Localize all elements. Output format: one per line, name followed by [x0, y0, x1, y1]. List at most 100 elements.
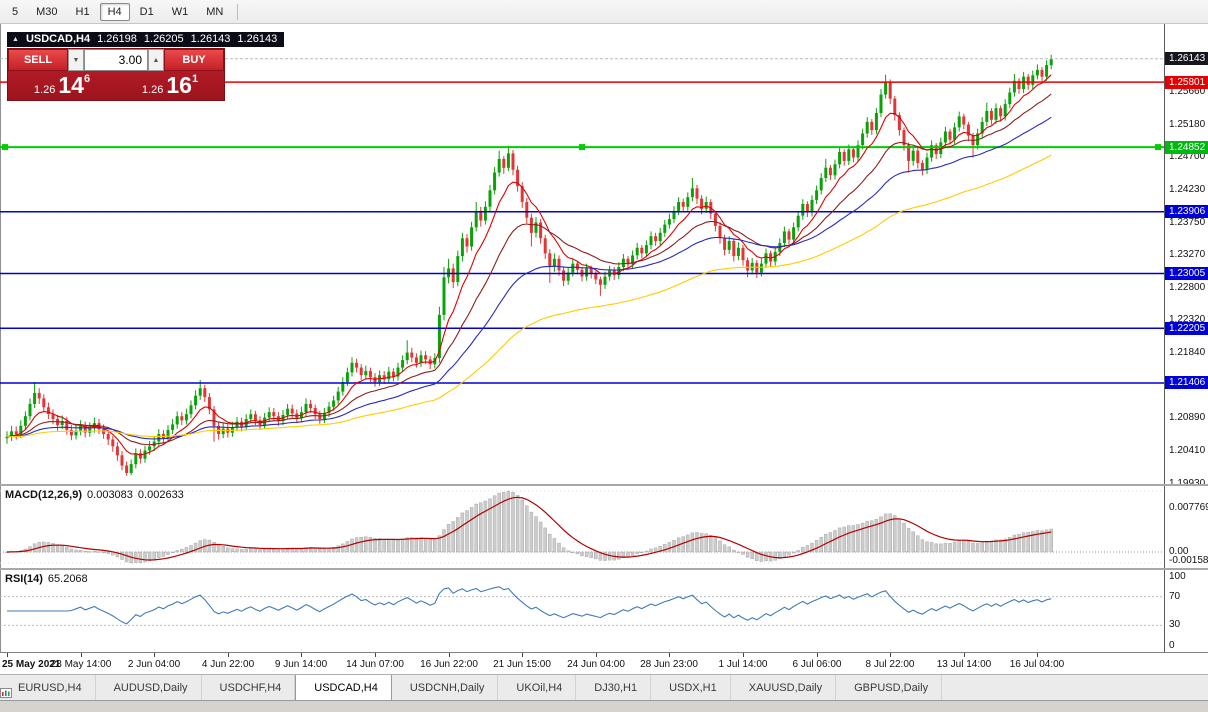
timeframe-toolbar: 5 M30 H1 H4 D1 W1 MN	[0, 0, 1208, 24]
tab-label: EURUSD,H4	[18, 681, 82, 694]
price-tick: 1.21840	[1169, 347, 1206, 358]
time-tick	[7, 653, 8, 657]
time-tick	[669, 653, 670, 657]
time-label: 4 Jun 22:00	[201, 659, 255, 670]
chart-marker-icon: ▲	[12, 35, 19, 43]
price-axis[interactable]: 1.25660 1.25180 1.24700 1.24230 1.23750 1.232…	[1164, 24, 1208, 652]
time-tick	[964, 653, 965, 657]
time-tick	[81, 653, 82, 657]
time-tick	[301, 653, 302, 657]
rsi-scale-70: 70	[1169, 591, 1181, 602]
tab-label: XAUUSD,Daily	[748, 681, 823, 694]
price-badge: 1.23906	[1165, 205, 1208, 218]
macd-pane[interactable]	[0, 486, 1164, 568]
time-tick	[154, 653, 155, 657]
macd-scale-zero: 0.00	[1169, 546, 1189, 557]
sell-button[interactable]: SELL	[8, 49, 68, 71]
time-tick	[596, 653, 597, 657]
time-label: 21 Jun 15:00	[493, 659, 551, 670]
price-tick: 1.22320	[1169, 314, 1206, 325]
chart-tab-usdchf-h4[interactable]: USDCHF,H4	[0, 675, 296, 700]
volume-input[interactable]	[84, 49, 148, 71]
tab-label: DJ30,H1	[594, 681, 638, 694]
time-tick	[375, 653, 376, 657]
macd-scale-bottom: -0.001584	[1169, 555, 1208, 566]
time-label: 8 Jul 22:00	[865, 659, 915, 670]
pane-splitter[interactable]	[0, 484, 1208, 486]
time-tick	[522, 653, 523, 657]
chart-tab-usdx-h1[interactable]: USDX,H1	[0, 675, 731, 700]
time-tick	[743, 653, 744, 657]
price-tick: 1.20890	[1169, 412, 1206, 423]
volume-up-button[interactable]: ▲	[148, 49, 164, 71]
price-tick: 1.24700	[1169, 151, 1206, 162]
buy-price[interactable]: 1.26 161	[141, 72, 199, 98]
rsi-scale-100: 100	[1169, 571, 1186, 582]
timeframe-button-h4[interactable]: H4	[99, 3, 130, 21]
price-tick: 1.23270	[1169, 249, 1206, 260]
tab-label: UKOil,H4	[516, 681, 563, 694]
price-tick: 1.20410	[1169, 445, 1206, 456]
timeframe-button-mn[interactable]: MN	[198, 3, 231, 21]
time-label: 6 Jul 06:00	[792, 659, 842, 670]
price-badge: 1.25801	[1165, 76, 1208, 89]
time-tick	[1037, 653, 1038, 657]
time-axis[interactable]: 25 May 2021 28 May 14:00 2 Jun 04:00 4 Jun …	[0, 652, 1208, 674]
chart-tab-usdcnh-daily[interactable]: USDCNH,Daily	[0, 675, 499, 700]
tab-label: USDCHF,H4	[219, 681, 282, 694]
time-label: 2 Jun 04:00	[127, 659, 181, 670]
chart-tab-eurusd-h4[interactable]: EURUSD,H4	[0, 675, 96, 700]
pane-splitter[interactable]	[0, 568, 1208, 570]
time-tick	[890, 653, 891, 657]
timeframe-button-d1[interactable]: D1	[132, 3, 162, 21]
time-label: 16 Jul 04:00	[1009, 659, 1065, 670]
price-tick: 1.25660	[1169, 86, 1206, 97]
rsi-scale-0: 0	[1169, 640, 1175, 651]
chart-tab-usdcad-h4[interactable]: USDCAD,H4	[0, 675, 392, 700]
rsi-scale-30: 30	[1169, 619, 1181, 630]
tab-label: USDCNH,Daily	[409, 681, 485, 694]
rsi-pane[interactable]	[0, 570, 1164, 652]
sell-price[interactable]: 1.26 146	[33, 72, 91, 98]
price-tick: 1.19930	[1169, 478, 1205, 490]
time-label: 13 Jul 14:00	[936, 659, 992, 670]
buy-button[interactable]: BUY	[164, 49, 224, 71]
main-price-chart[interactable]	[0, 24, 1164, 484]
trade-prices-row: 1.26 146 1.26 161	[8, 71, 224, 100]
time-label: 14 Jun 07:00	[346, 659, 404, 670]
volume-down-button[interactable]: ▼	[68, 49, 84, 71]
time-label: 1 Jul 14:00	[718, 659, 768, 670]
price-badge: 1.24852	[1165, 141, 1208, 154]
trade-controls-row: SELL ▼ ▲ BUY	[8, 49, 224, 71]
price-badge: 1.23005	[1165, 267, 1208, 280]
chart-tab-gbpusd-daily[interactable]: GBPUSD,Daily	[0, 675, 943, 700]
time-tick	[817, 653, 818, 657]
time-label: 28 May 14:00	[50, 659, 112, 670]
rsi-indicator-label: RSI(14) 65.2068	[5, 573, 88, 585]
price-tick: 1.24230	[1169, 184, 1206, 195]
chart-tab-xauusd-daily[interactable]: XAUUSD,Daily	[0, 675, 837, 700]
timeframe-button-m30[interactable]: M30	[28, 3, 65, 21]
time-label: 24 Jun 04:00	[567, 659, 625, 670]
time-label: 28 Jun 23:00	[640, 659, 698, 670]
chart-tab-audusd-daily[interactable]: AUDUSD,Daily	[0, 675, 202, 700]
price-badge: 1.22205	[1165, 322, 1208, 335]
statusbar-edge	[0, 700, 1208, 712]
timeframe-button-w1[interactable]: W1	[164, 3, 197, 21]
time-label: 25 May 2021	[2, 659, 61, 670]
time-label: 16 Jun 22:00	[420, 659, 478, 670]
macd-scale-top: 0.007769	[1169, 502, 1208, 513]
timeframe-button-5[interactable]: 5	[4, 3, 26, 21]
chart-symbol-label: USDCAD,H4	[25, 33, 91, 45]
chart-tab-ukoil-h4[interactable]: UKOil,H4	[0, 675, 577, 700]
timeframe-button-h1[interactable]: H1	[68, 3, 98, 21]
price-tick: 1.22800	[1169, 282, 1206, 293]
tab-label: GBPUSD,Daily	[854, 681, 929, 694]
ohlc-low: 1.26143	[190, 33, 231, 45]
chart-tab-dj30-h1[interactable]: DJ30,H1	[0, 675, 652, 700]
time-label: 9 Jun 14:00	[274, 659, 328, 670]
timeframe-button-group: 5 M30 H1 H4 D1 W1 MN	[2, 2, 231, 21]
chart-tab-bar: EURUSD,H4 AUDUSD,Daily USDCHF,H4 USDCAD,H4 U…	[0, 674, 1208, 700]
tab-label: USDX,H1	[669, 681, 717, 694]
